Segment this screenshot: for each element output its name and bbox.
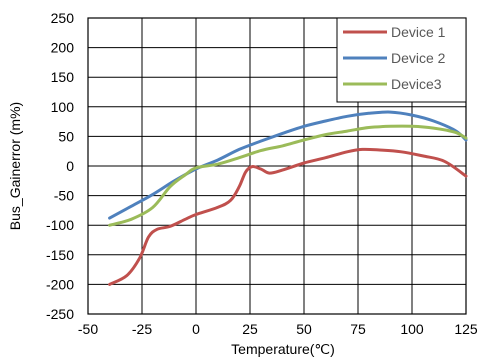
plot-frame bbox=[87, 17, 467, 315]
y-tick-label: 100 bbox=[51, 99, 75, 115]
y-tick-label: 200 bbox=[51, 40, 75, 56]
x-axis-title: Temperature(℃) bbox=[231, 341, 335, 357]
legend-label-2: Device 2 bbox=[391, 50, 446, 66]
series-line-1 bbox=[108, 147, 468, 286]
y-tick-label: 0 bbox=[66, 158, 74, 174]
y-tick-label: 150 bbox=[51, 69, 75, 85]
y-tick-label: 250 bbox=[51, 10, 75, 26]
x-tick-label: 75 bbox=[350, 321, 366, 337]
x-tick-label: 50 bbox=[296, 321, 312, 337]
y-axis-title: Bus_Gainerror (m%) bbox=[7, 102, 23, 230]
legend-label-3: Device3 bbox=[391, 76, 442, 92]
y-tick-label: -150 bbox=[46, 247, 74, 263]
series-line-2 bbox=[108, 110, 468, 220]
x-tick-label: 125 bbox=[454, 321, 478, 337]
x-tick-label: -25 bbox=[132, 321, 152, 337]
y-tick-label: -250 bbox=[46, 306, 74, 322]
y-tick-labels: -250 -200 -150 -100 -50 0 50 100 150 200 250 bbox=[46, 10, 74, 322]
y-tick-label: -100 bbox=[46, 217, 74, 233]
x-tick-label: 25 bbox=[242, 321, 258, 337]
x-tick-label: 0 bbox=[192, 321, 200, 337]
y-tick-label: 50 bbox=[58, 128, 74, 144]
x-tick-label: 100 bbox=[400, 321, 424, 337]
series-line-3 bbox=[108, 124, 468, 227]
x-tick-label: -50 bbox=[78, 321, 98, 337]
series-layer bbox=[108, 110, 468, 286]
x-tick-labels: -50 -25 0 25 50 75 100 125 bbox=[78, 321, 478, 337]
legend: Device 1 Device 2 Device3 bbox=[336, 17, 467, 103]
y-tick-label: -50 bbox=[54, 188, 74, 204]
legend-label-1: Device 1 bbox=[391, 24, 446, 40]
y-tick-label: -200 bbox=[46, 276, 74, 292]
